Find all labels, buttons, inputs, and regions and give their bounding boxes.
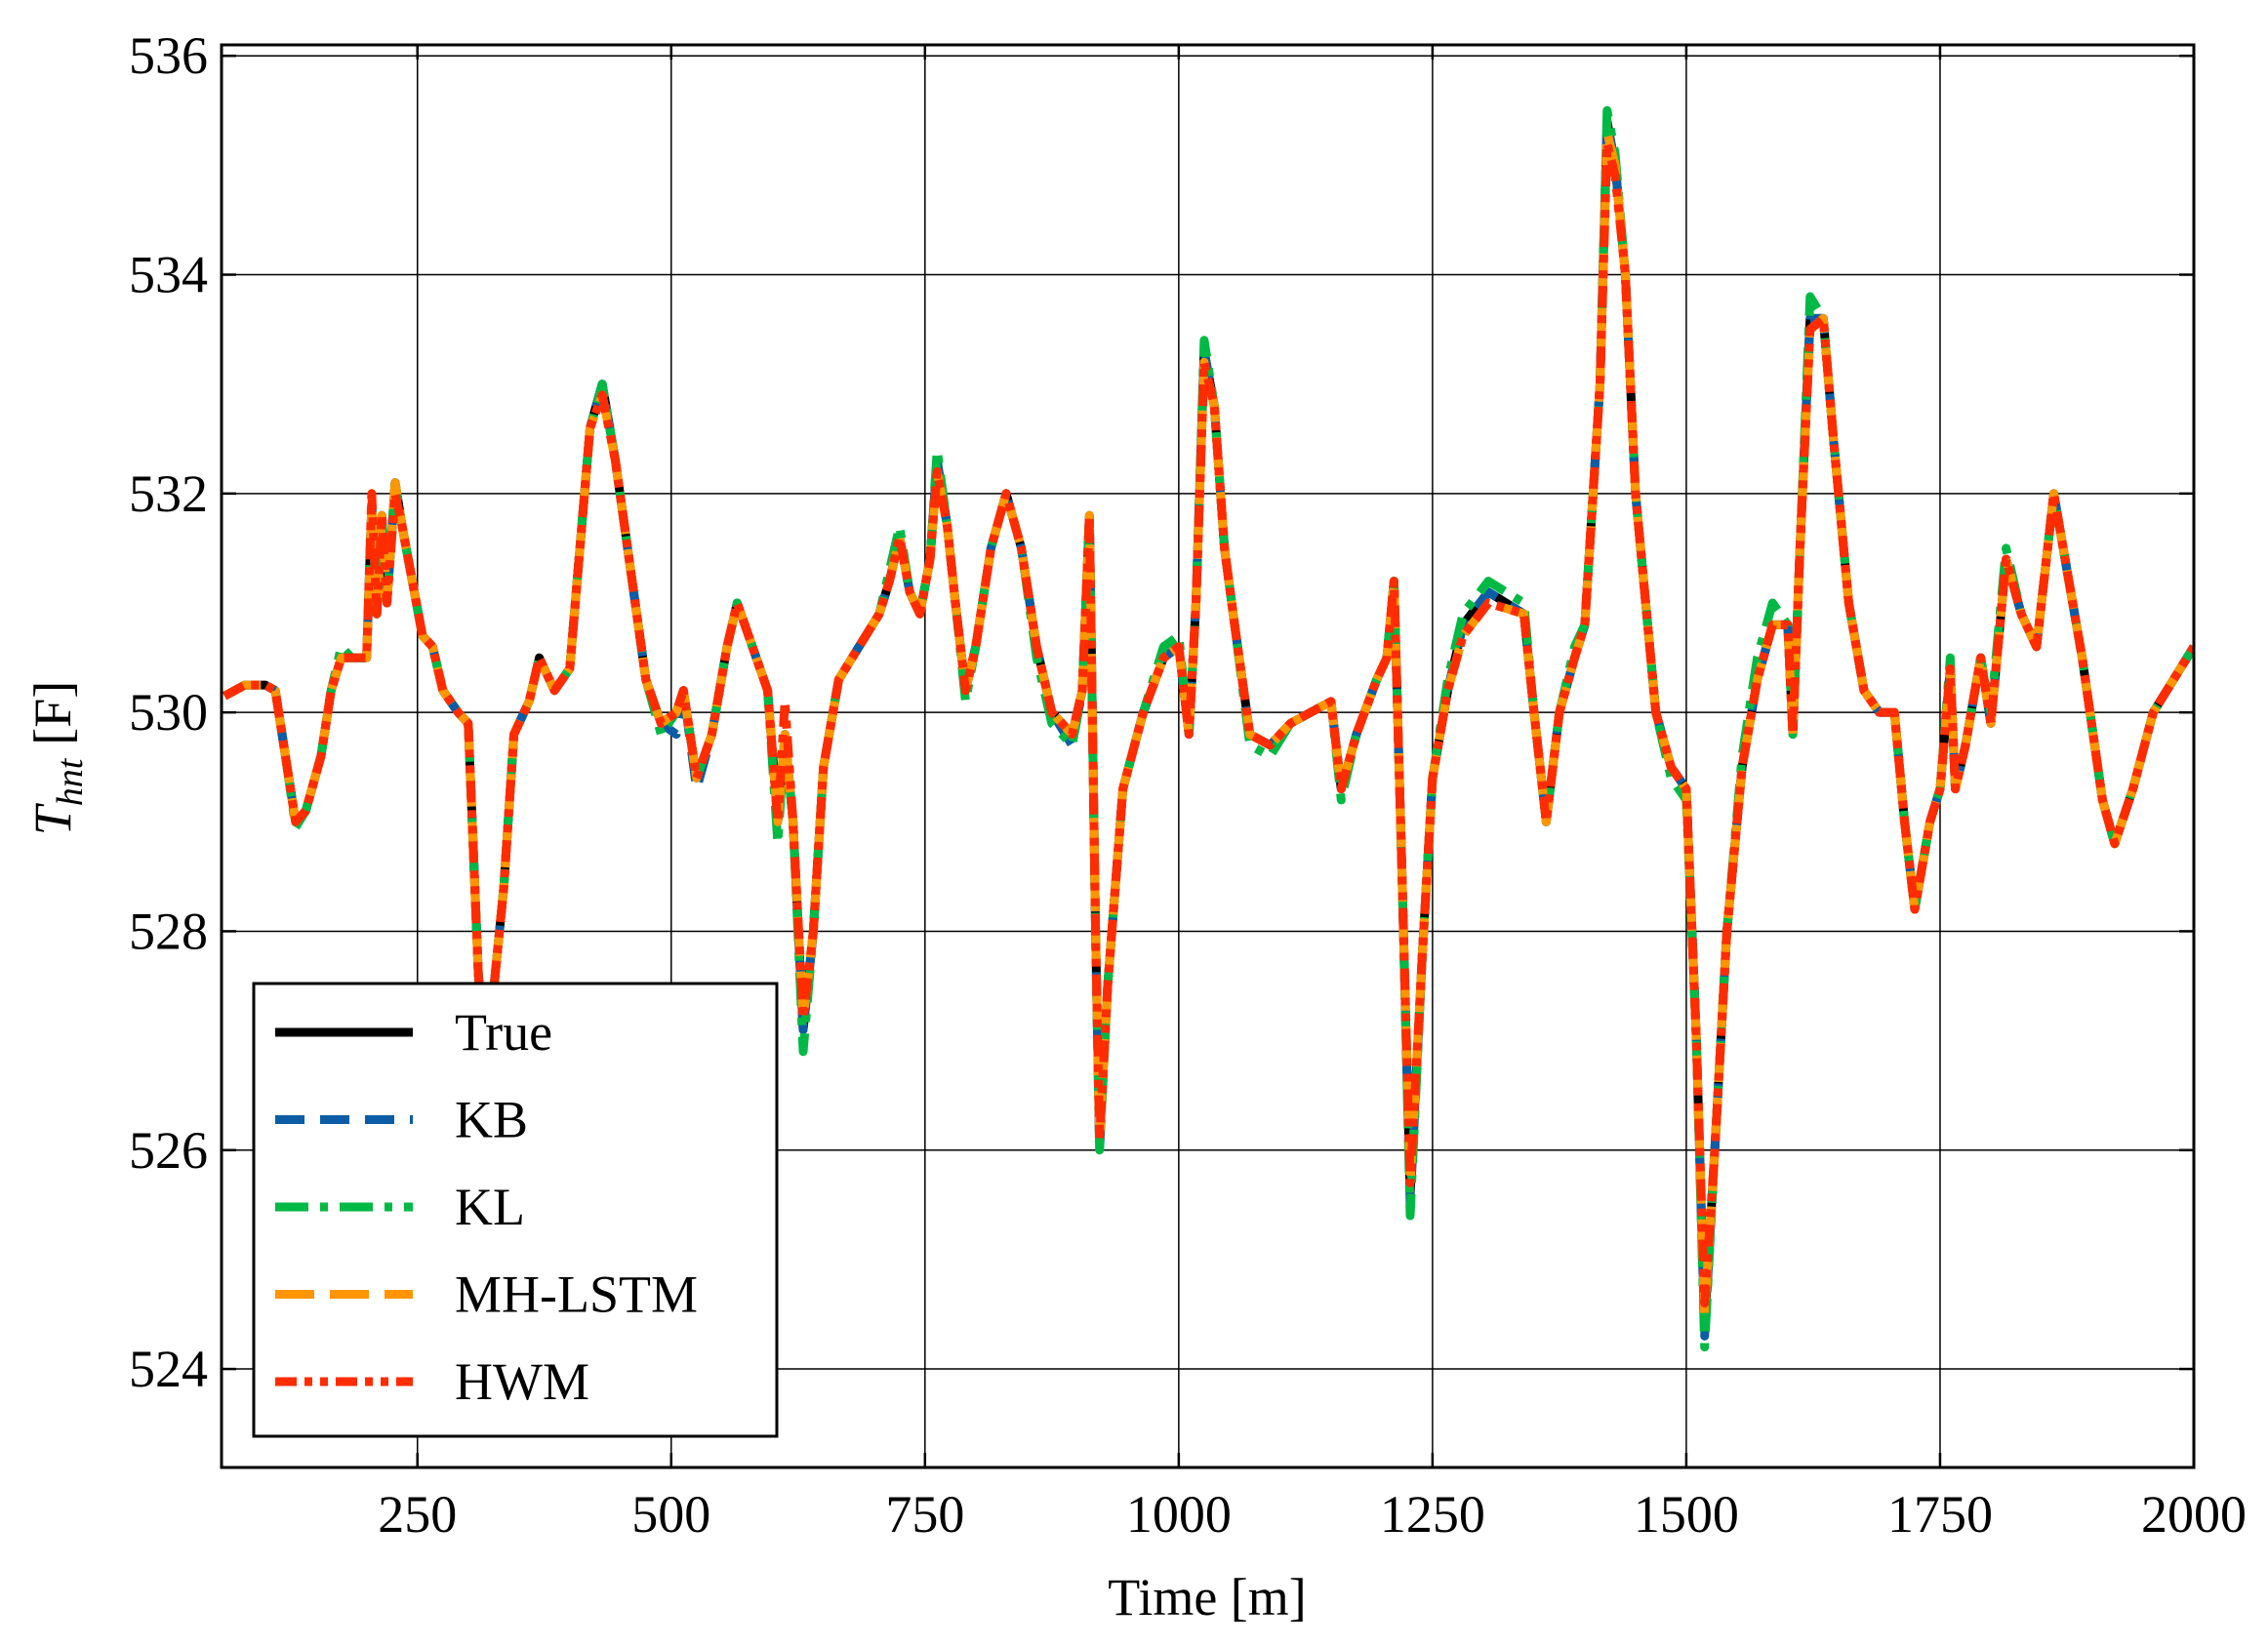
plot-area (222, 105, 2194, 1352)
y-tick-label: 532 (129, 464, 208, 523)
x-tick-label: 1000 (1126, 1485, 1232, 1544)
x-axis-label: Time [m] (1108, 1568, 1307, 1627)
legend-label: KB (455, 1091, 528, 1149)
x-tick-label: 1250 (1380, 1485, 1485, 1544)
x-tick-label: 750 (885, 1485, 964, 1544)
legend-label: HWM (455, 1352, 589, 1411)
legend-label: True (455, 1003, 552, 1062)
legend-label: MH-LSTM (455, 1265, 698, 1324)
y-tick-label: 528 (129, 902, 208, 960)
y-axis-label: Thnt [F] (23, 681, 91, 836)
y-tick-label: 530 (129, 683, 208, 742)
x-tick-label: 500 (631, 1485, 710, 1544)
legend-label: KL (455, 1178, 525, 1236)
y-tick-label: 524 (129, 1340, 208, 1398)
x-tick-label: 2000 (2141, 1485, 2247, 1544)
x-tick-label: 1750 (1887, 1485, 1993, 1544)
series-line (222, 139, 2194, 1308)
y-tick-label: 536 (129, 26, 208, 85)
y-tick-label: 534 (129, 246, 208, 304)
y-label-unit: [F] (23, 681, 82, 745)
x-tick-label: 1500 (1634, 1485, 1739, 1544)
y-label-sub: hnt (50, 757, 91, 806)
y-tick-label: 526 (129, 1121, 208, 1180)
plot-frame (220, 43, 2196, 1469)
y-label-base: T (23, 802, 82, 835)
x-tick-label: 250 (378, 1485, 457, 1544)
